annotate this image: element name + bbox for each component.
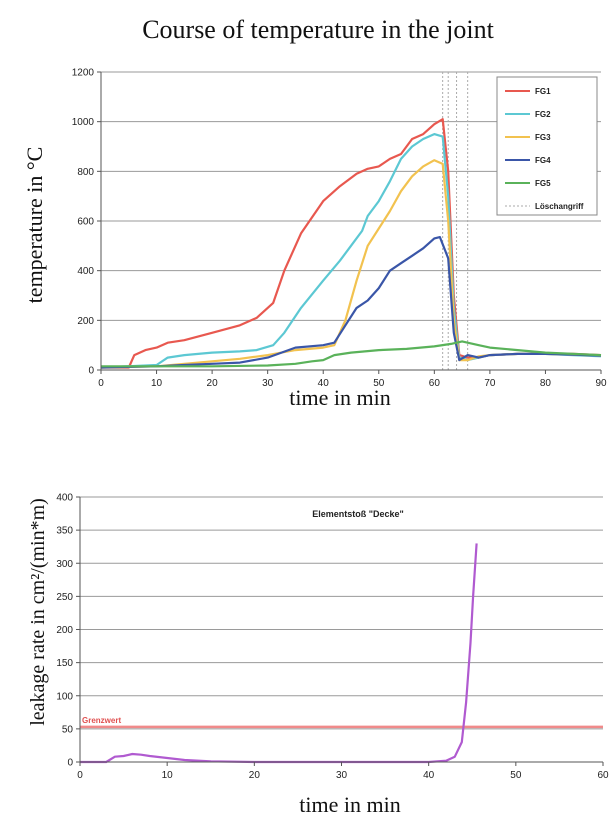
series-line-fg5	[101, 340, 602, 368]
x-tick-label: 40	[423, 770, 435, 781]
x-tick-labels: 0 10 20 30 40 50 60 70 80 90	[98, 378, 607, 389]
axes	[97, 71, 602, 374]
grenzwert-line: Grenzwert	[80, 716, 603, 729]
y-tick-label: 50	[62, 724, 74, 735]
y-tick-labels: 0 50 100 150 200 250 300 350 400	[56, 493, 73, 769]
x-tick-label: 50	[373, 378, 385, 389]
x-tick-label: 60	[597, 770, 609, 781]
y-tick-label: 0	[88, 366, 94, 377]
y-tick-labels: 0 200 400 600 800 1000 1200	[72, 68, 95, 377]
x-tick-label: 60	[429, 378, 441, 389]
y-tick-label: 350	[56, 526, 73, 537]
y-axis-label: leakage rate in cm²/(min*m)	[27, 498, 49, 726]
threshold-label: Grenzwert	[82, 716, 121, 725]
y-tick-label: 1000	[72, 117, 95, 128]
chart-inner-title: Elementstoß "Decke"	[312, 509, 404, 519]
chart-title: Course of temperature in the joint	[142, 15, 494, 44]
x-tick-label: 20	[249, 770, 261, 781]
legend-label: FG4	[535, 156, 551, 165]
legend: FG1 FG2 FG3 FG4 FG5 Löschangriff	[496, 76, 598, 216]
y-tick-label: 200	[77, 316, 94, 327]
x-tick-label: 0	[98, 378, 104, 389]
series-lines	[100, 118, 602, 369]
y-tick-label: 400	[56, 493, 73, 504]
grid-lines	[101, 71, 601, 321]
x-tick-label: 70	[484, 378, 496, 389]
y-tick-label: 150	[56, 658, 73, 669]
axes	[76, 496, 604, 766]
grid-lines	[80, 496, 603, 730]
x-tick-label: 10	[151, 378, 163, 389]
y-tick-label: 200	[56, 625, 73, 636]
y-tick-label: 300	[56, 559, 73, 570]
x-tick-label: 90	[595, 378, 607, 389]
y-axis-label: temperature in °C	[22, 147, 47, 304]
leakage-chart: Grenzwert 0 50 100 150 200 250 300 350 400 0 10 20…	[27, 493, 609, 818]
legend-label: FG2	[535, 110, 551, 119]
y-tick-label: 1200	[72, 68, 95, 79]
y-tick-label: 0	[67, 758, 73, 769]
legend-label: FG1	[535, 87, 551, 96]
x-axis-label: time in min	[289, 385, 390, 410]
x-tick-label: 40	[318, 378, 330, 389]
y-tick-label: 250	[56, 592, 73, 603]
legend-label: FG5	[535, 179, 551, 188]
x-tick-label: 50	[510, 770, 522, 781]
x-tick-label: 20	[207, 378, 219, 389]
legend-label: Löschangriff	[535, 202, 584, 211]
x-tick-label: 30	[336, 770, 348, 781]
legend-label: FG3	[535, 133, 551, 142]
x-tick-label: 10	[162, 770, 174, 781]
series-line-fg4	[100, 236, 602, 369]
y-tick-label: 800	[77, 167, 94, 178]
y-tick-label: 400	[77, 266, 94, 277]
y-tick-label: 600	[77, 217, 94, 228]
temperature-chart: Course of temperature in the joint 02004…	[22, 15, 607, 410]
x-axis-label: time in min	[299, 792, 400, 817]
x-tick-labels: 0 10 20 30 40 50 60	[77, 770, 609, 781]
x-tick-label: 0	[77, 770, 83, 781]
legend-box	[496, 76, 598, 216]
x-tick-label: 80	[540, 378, 552, 389]
y-tick-label: 100	[56, 691, 73, 702]
x-tick-label: 30	[262, 378, 274, 389]
